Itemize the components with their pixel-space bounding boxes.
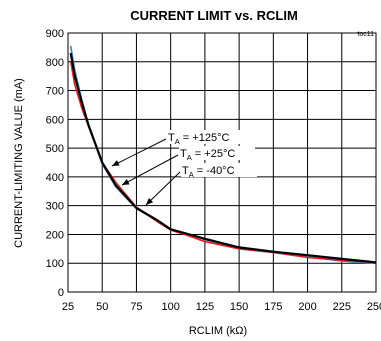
data-curves bbox=[69, 45, 377, 264]
y-tick-label: 700 bbox=[46, 86, 64, 98]
y-tick-label: 800 bbox=[46, 57, 64, 69]
annotation-arrowhead bbox=[122, 179, 130, 185]
annotation-arrowhead bbox=[146, 197, 154, 205]
x-tick-label: 175 bbox=[264, 301, 282, 313]
chart-title: CURRENT LIMIT vs. RCLIM bbox=[130, 8, 298, 23]
annotation-label: TA = -40°C bbox=[182, 165, 235, 179]
annotation-background bbox=[181, 163, 257, 177]
x-axis-label: RCLIM (kΩ) bbox=[189, 325, 247, 337]
y-tick-label: 400 bbox=[46, 172, 64, 184]
annotation-background bbox=[167, 130, 243, 144]
y-tick-label: 100 bbox=[46, 258, 64, 270]
plot-frame bbox=[67, 32, 377, 293]
annotation-leader-line bbox=[111, 138, 167, 167]
figure-code: toc11 bbox=[357, 31, 374, 38]
series-line-1 bbox=[69, 52, 377, 264]
annotation-leader-line bbox=[145, 171, 181, 206]
x-tick-label: 75 bbox=[130, 301, 142, 313]
y-tick-label: 600 bbox=[46, 114, 64, 126]
y-axis-label: CURRENT-LIMITING VALUE (mA) bbox=[13, 78, 25, 248]
y-tick-label: 500 bbox=[46, 143, 64, 155]
y-tick-labels: 0 100 200 300 400 500 600 700 800 900 bbox=[46, 28, 64, 299]
x-tick-label: 225 bbox=[333, 301, 351, 313]
temperature-annotations: TA = +125°C TA = +25°C TA = -40°C bbox=[111, 130, 257, 206]
x-tick-labels: 25 50 75 100 125 150 175 200 225 250 bbox=[62, 301, 381, 313]
y-tick-label: 300 bbox=[46, 201, 64, 213]
x-tick-label: 200 bbox=[298, 301, 316, 313]
annotation-background bbox=[179, 146, 255, 160]
annotation-label: TA = +25°C bbox=[180, 148, 235, 162]
annotation-label: TA = +125°C bbox=[168, 132, 229, 146]
annotation-arrowhead bbox=[112, 160, 120, 166]
grid-lines bbox=[67, 32, 377, 293]
x-tick-label: 250 bbox=[367, 301, 381, 313]
x-tick-label: 125 bbox=[196, 301, 214, 313]
x-tick-label: 100 bbox=[161, 301, 179, 313]
x-tick-label: 50 bbox=[96, 301, 108, 313]
y-tick-label: 0 bbox=[58, 287, 64, 299]
x-tick-label: 25 bbox=[62, 301, 74, 313]
y-tick-label: 900 bbox=[46, 28, 64, 40]
y-tick-label: 200 bbox=[46, 229, 64, 241]
annotation-leader-line bbox=[121, 154, 179, 186]
x-tick-label: 150 bbox=[230, 301, 248, 313]
